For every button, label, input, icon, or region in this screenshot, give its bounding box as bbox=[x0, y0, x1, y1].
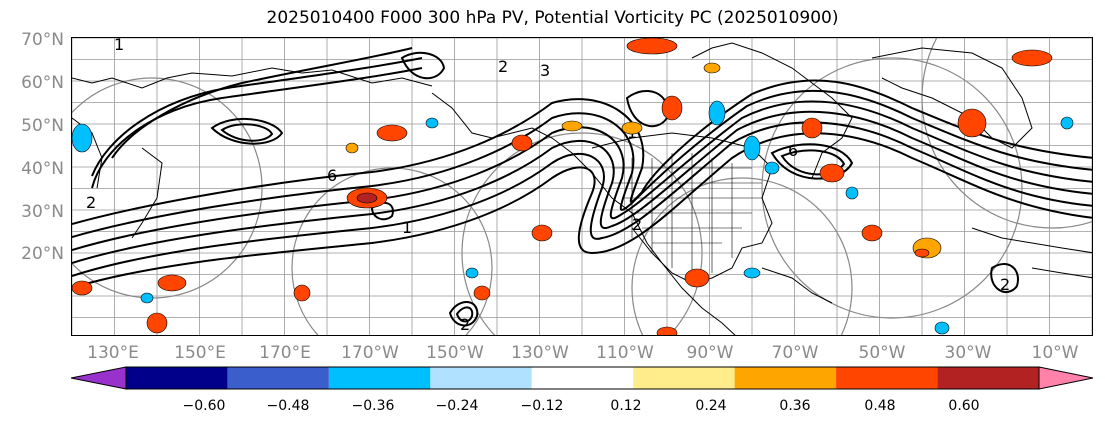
colorbar-tick-label: 0.12 bbox=[596, 398, 656, 414]
colorbar-segment bbox=[735, 367, 836, 389]
colorbar-tick-label: −0.12 bbox=[512, 398, 572, 414]
lat-label: 20°N bbox=[4, 244, 64, 264]
lat-label: 60°N bbox=[4, 73, 64, 93]
contour-label-group: 1 2 3 6 2 2 1 6 2 1 2 bbox=[86, 38, 1010, 334]
lon-label: 170°E bbox=[245, 343, 325, 363]
colorbar-extend-low bbox=[71, 367, 126, 389]
graticule bbox=[72, 38, 1093, 336]
colorbar-tick-label: 0.36 bbox=[765, 398, 825, 414]
contour-label: 6 bbox=[327, 166, 337, 185]
colorbar-tick-label: −0.24 bbox=[427, 398, 487, 414]
contour-label: 2 bbox=[86, 193, 96, 212]
colorbar-segment bbox=[430, 367, 531, 389]
lon-label: 30°W bbox=[928, 343, 1008, 363]
lon-label: 150°W bbox=[415, 343, 495, 363]
colorbar-tick-label: −0.48 bbox=[258, 398, 318, 414]
lat-label: 50°N bbox=[4, 116, 64, 136]
contour-label: 2 bbox=[498, 57, 508, 76]
colorbar-segment bbox=[227, 367, 328, 389]
lat-label: 70°N bbox=[4, 30, 64, 50]
lon-label: 90°W bbox=[670, 343, 750, 363]
colorbar-tick-label: 0.24 bbox=[681, 398, 741, 414]
colorbar-segment bbox=[836, 367, 937, 389]
contour-label: 1 bbox=[114, 38, 124, 54]
lon-label: 150°E bbox=[160, 343, 240, 363]
range-circles bbox=[72, 38, 1093, 336]
contour-label: 2 bbox=[1000, 275, 1010, 294]
colorbar-segment bbox=[126, 367, 227, 389]
contour-label: 2 bbox=[460, 315, 470, 334]
colorbar bbox=[70, 366, 1095, 392]
lon-label: 170°W bbox=[330, 343, 410, 363]
map-panel: 1 2 3 6 2 2 1 6 2 1 2 bbox=[71, 37, 1093, 336]
colorbar-tick-label: 0.60 bbox=[934, 398, 994, 414]
colorbar-extend-high bbox=[1039, 367, 1093, 389]
contour-label: 3 bbox=[540, 61, 550, 80]
lat-label: 30°N bbox=[4, 202, 64, 222]
map-title: 2025010400 F000 300 hPa PV, Potential Vo… bbox=[0, 8, 1105, 28]
colorbar-segment bbox=[633, 367, 734, 389]
lon-label: 50°W bbox=[842, 343, 922, 363]
pv-contours bbox=[72, 48, 1093, 325]
lon-label: 130°E bbox=[73, 343, 153, 363]
contour-label: 6 bbox=[788, 141, 798, 160]
colorbar-segment bbox=[938, 367, 1039, 389]
lon-label: 70°W bbox=[755, 343, 835, 363]
lon-label: 10°W bbox=[1015, 343, 1095, 363]
colorbar-segment bbox=[329, 367, 430, 389]
colorbar-tick-label: −0.36 bbox=[343, 398, 403, 414]
lon-label: 130°W bbox=[500, 343, 580, 363]
map-canvas: 1 2 3 6 2 2 1 6 2 1 2 bbox=[72, 38, 1093, 336]
contour-label: 2 bbox=[632, 215, 642, 234]
lon-label: 110°W bbox=[585, 343, 665, 363]
contour-label: 1 bbox=[402, 218, 412, 237]
lat-label: 40°N bbox=[4, 159, 64, 179]
colorbar-tick-label: 0.48 bbox=[850, 398, 910, 414]
colorbar-segment bbox=[532, 367, 633, 389]
colorbar-tick-label: −0.60 bbox=[174, 398, 234, 414]
